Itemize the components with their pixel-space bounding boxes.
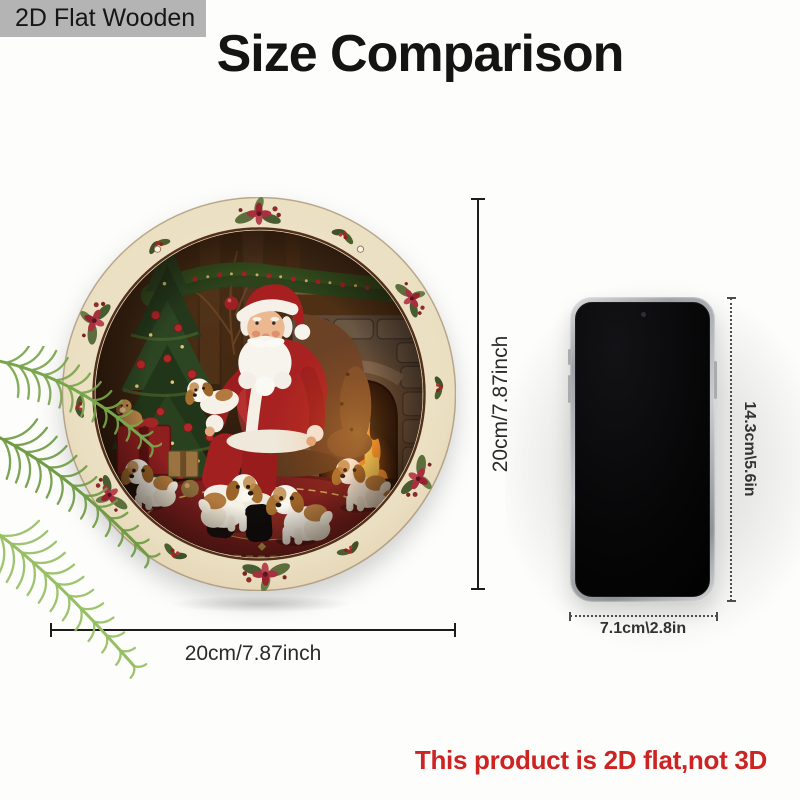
sign-width-label: 20cm/7.87inch xyxy=(184,642,322,665)
phone-height-dimension-line xyxy=(727,297,736,602)
phone-width-label: 7.1cm\2.8in xyxy=(599,620,687,637)
phone-side-button xyxy=(568,375,571,403)
sign-height-dimension-line xyxy=(471,198,485,590)
phone-side-button xyxy=(714,361,717,399)
phone-screen xyxy=(575,302,710,597)
page-title: Size Comparison xyxy=(216,25,625,83)
phone-side-button xyxy=(568,349,571,365)
hanging-hole-left xyxy=(153,245,162,253)
palm-leaf-decoration xyxy=(0,346,162,679)
phone-height-label: 14.3cm\5.6in xyxy=(741,401,758,497)
flatness-note: This product is 2D flat,not 3D xyxy=(414,745,767,775)
sign-drop-shadow xyxy=(130,592,390,616)
phone-camera-dot xyxy=(640,312,646,317)
phone-image xyxy=(568,297,717,602)
material-badge: 2D Flat Wooden xyxy=(0,0,206,37)
sign-height-label: 20cm/7.87inch xyxy=(489,335,512,473)
hanging-hole-right xyxy=(356,245,365,253)
phone-width-dimension-line xyxy=(569,612,718,621)
sign-width-dimension-line xyxy=(50,623,456,637)
